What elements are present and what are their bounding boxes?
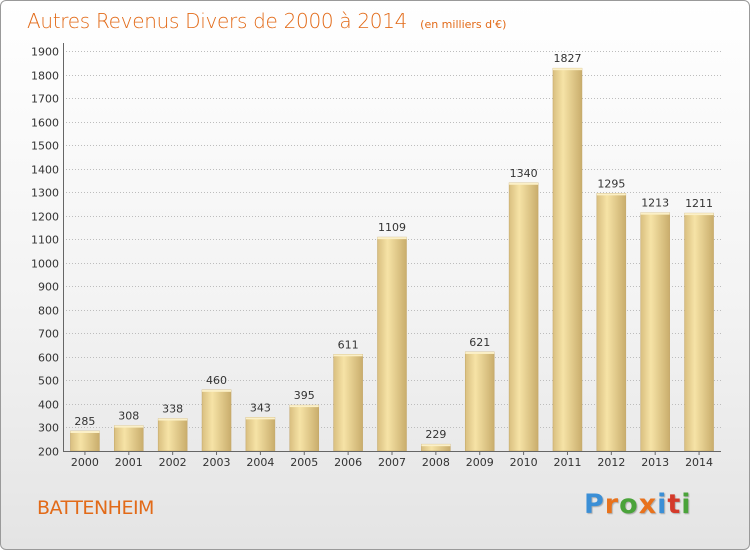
x-tick-label-2009: 2009	[466, 456, 494, 469]
bar-2005	[289, 404, 320, 452]
x-tick-label-2002: 2002	[159, 456, 187, 469]
value-label-2004: 343	[250, 401, 271, 414]
bar-top-highlight	[333, 354, 363, 357]
value-label-2009: 621	[469, 336, 490, 349]
value-label-2005: 395	[294, 389, 315, 402]
y-tick-label: 700	[38, 328, 59, 341]
y-tick-label: 1700	[31, 93, 59, 106]
bar-top-highlight	[158, 418, 188, 421]
x-tick-label-2001: 2001	[115, 456, 143, 469]
x-tick-label-2011: 2011	[553, 456, 581, 469]
bar-2011	[552, 67, 583, 452]
bar-top-highlight	[114, 425, 144, 428]
bar-top-highlight	[421, 444, 451, 447]
y-tick-label: 1600	[31, 117, 59, 130]
x-tick-label-2008: 2008	[422, 456, 450, 469]
y-tick-label: 1800	[31, 70, 59, 83]
axes: 200 300 400 500 600 700 800 900 1000 1100 1200 1300…	[31, 43, 721, 469]
logo-letter: r	[604, 489, 620, 520]
y-tick-label: 1300	[31, 187, 59, 200]
value-label-2000: 285	[74, 415, 95, 428]
value-label-2013: 1213	[641, 197, 669, 210]
value-label-2002: 338	[162, 403, 183, 416]
bar-2007	[377, 236, 407, 452]
bar-2002	[157, 418, 188, 452]
bar-2014	[684, 212, 714, 452]
y-tick-label: 500	[38, 375, 59, 388]
commune-name: BATTENHEIM	[37, 497, 154, 519]
logo-letter: i	[681, 489, 692, 520]
x-tick-label-2006: 2006	[334, 456, 362, 469]
bar-2000	[70, 430, 100, 452]
logo-letter: x	[638, 489, 658, 520]
bar-top-highlight	[202, 389, 232, 392]
bar-2004	[245, 417, 276, 452]
x-tick-label-2014: 2014	[685, 456, 713, 469]
x-tick-label-2007: 2007	[378, 456, 406, 469]
x-tick-label-2003: 2003	[203, 456, 231, 469]
bar-top-highlight	[245, 417, 275, 420]
y-tick-label: 1200	[31, 211, 59, 224]
value-label-2011: 1827	[553, 52, 581, 65]
y-tick-label: 300	[38, 422, 59, 435]
value-labels: 285 308 338 460 343 395 611 1109 229 621 1340 1827 1…	[74, 52, 713, 441]
y-tick-label: 1900	[31, 46, 59, 59]
logo-letter: i	[657, 489, 668, 520]
logo-letter: P	[584, 489, 605, 520]
x-tick-label-2010: 2010	[510, 456, 538, 469]
chart-title-block: Autres Revenus Divers de 2000 à 2014 (en…	[27, 9, 506, 33]
value-label-2014: 1211	[685, 197, 713, 210]
logo-letter: t	[667, 489, 682, 520]
bar-2009	[464, 351, 495, 452]
bar-top-highlight	[596, 193, 626, 196]
y-tick-label: 600	[38, 352, 59, 365]
bar-top-highlight	[640, 212, 670, 215]
value-label-2001: 308	[118, 410, 139, 423]
chart-title: Autres Revenus Divers de 2000 à 2014	[27, 9, 408, 33]
bar-top-highlight	[684, 213, 714, 216]
bar-top-highlight	[70, 431, 100, 433]
bar-top-highlight	[552, 68, 582, 71]
x-tick-label-2012: 2012	[597, 456, 625, 469]
y-tick-label: 200	[38, 446, 59, 459]
logo-letter: o	[619, 489, 639, 520]
bar-2010	[508, 182, 539, 452]
bars	[70, 67, 714, 452]
bar-top-highlight	[509, 182, 539, 185]
bar-2003	[201, 389, 232, 452]
value-label-2006: 611	[338, 338, 359, 351]
bar-2013	[640, 212, 670, 452]
y-tick-label: 800	[38, 305, 59, 318]
value-label-2012: 1295	[597, 177, 625, 190]
bar-top-highlight	[377, 237, 407, 240]
y-tick-label: 1500	[31, 140, 59, 153]
value-label-2007: 1109	[378, 221, 406, 234]
y-tick-label: 400	[38, 399, 59, 412]
bar-2012	[596, 193, 627, 452]
value-label-2008: 229	[425, 428, 446, 441]
x-tick-label-2013: 2013	[641, 456, 669, 469]
y-tick-label: 1000	[31, 258, 59, 271]
y-tick-label: 900	[38, 281, 59, 294]
bar-top-highlight	[465, 351, 495, 354]
chart-subtitle: (en milliers d'€)	[420, 18, 507, 31]
y-tick-label: 1400	[31, 164, 59, 177]
x-tick-label-2000: 2000	[71, 456, 99, 469]
bar-2001	[114, 425, 144, 452]
value-label-2010: 1340	[510, 167, 538, 180]
x-tick-label-2005: 2005	[290, 456, 318, 469]
value-label-2003: 460	[206, 374, 227, 387]
x-tick-label-2004: 2004	[246, 456, 274, 469]
y-tick-label: 1100	[31, 234, 59, 247]
bar-top-highlight	[289, 405, 319, 408]
bar-2006	[333, 354, 363, 452]
proxiti-logo[interactable]: Proxiti	[584, 489, 692, 520]
